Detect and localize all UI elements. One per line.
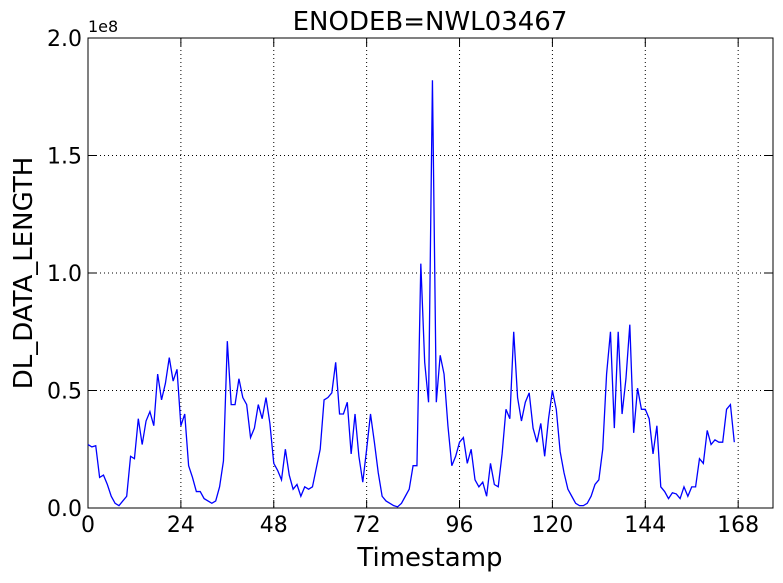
data-line [87, 80, 735, 508]
x-tick-label: 96 [446, 513, 474, 538]
x-axis-label: Timestamp [356, 543, 502, 573]
x-tick-label: 24 [167, 513, 195, 538]
chart-title: ENODEB=NWL03467 [293, 7, 568, 37]
y-tick-label: 2.0 [47, 27, 82, 52]
x-tick-label: 48 [260, 513, 288, 538]
plot-frame [87, 37, 774, 509]
y-tick-label: 1.5 [47, 145, 82, 170]
y-tick-label: 0.0 [47, 497, 82, 522]
y-axis-label: DL_DATA_LENGTH [9, 157, 39, 390]
offset-text: 1e8 [88, 17, 118, 36]
y-tick-label: 1.0 [47, 262, 82, 287]
x-tick-label: 168 [717, 513, 759, 538]
x-tick-label: 72 [353, 513, 381, 538]
y-tick-label: 0.5 [47, 380, 82, 405]
x-tick-label: 144 [624, 513, 666, 538]
x-tick-label: 0 [81, 513, 95, 538]
x-tick-label: 120 [531, 513, 573, 538]
